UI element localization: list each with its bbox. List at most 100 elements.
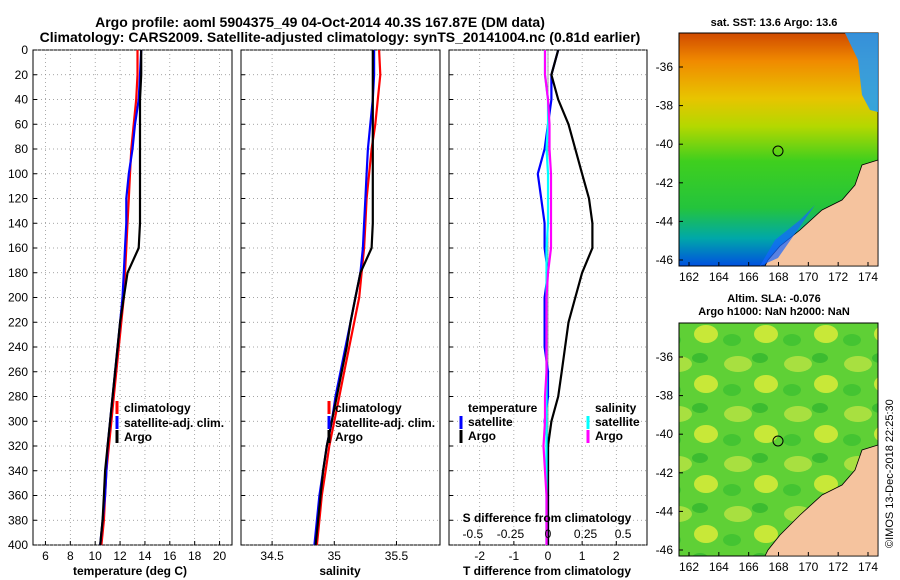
salinity-legend: climatology satellite-adj. clim. Argo <box>327 401 435 444</box>
map-lat-label: -42 <box>656 176 674 190</box>
title-line-1: Argo profile: aoml 5904375_49 04-Oct-201… <box>95 14 545 30</box>
temperature-plot-frame <box>32 49 233 546</box>
map-lat-label: -38 <box>656 389 674 403</box>
sst-land-south-island <box>764 159 879 267</box>
legend-t-satellite: satellite <box>468 415 513 429</box>
map-lat-label: -36 <box>656 350 674 364</box>
map-lon-label: 168 <box>768 560 788 574</box>
legend-temperature-title: temperature <box>468 401 538 415</box>
depth-tick-label: 60 <box>15 117 29 131</box>
t-difference-axis-label: T difference from climatology <box>463 564 631 578</box>
salinity-x-ticks: 34.5 35 35.5 <box>260 549 408 563</box>
sla-float-position-marker <box>772 435 784 447</box>
legend-climatology: climatology <box>124 401 191 415</box>
legend-argo: Argo <box>124 430 152 444</box>
sst-map: sat. SST: 13.6 Argo: 13.6 -36 -38 -40 -42 -4… <box>656 17 879 284</box>
x-tick-label: -1 <box>509 549 520 563</box>
map-lat-label: -36 <box>656 60 674 74</box>
sla-lat-ticks: -36 -38 -40 -42 -44 -46 <box>656 350 683 557</box>
map-lon-label: 166 <box>739 270 759 284</box>
x-tick-label: 35.5 <box>385 549 409 563</box>
x-tick-label: 2 <box>613 549 620 563</box>
temperature-axis-label: temperature (deg C) <box>73 564 187 578</box>
x-tick-label: 6 <box>42 549 49 563</box>
sst-cold-water <box>760 205 815 266</box>
sla-map-title-2: Argo h1000: NaN h2000: NaN <box>698 306 850 318</box>
map-lat-label: -40 <box>656 427 674 441</box>
temperature-x-ticks: 6 8 10 12 14 16 18 20 <box>42 549 226 563</box>
temperature-panel: 6 8 10 12 14 16 18 20 temperature (deg C) clima… <box>32 49 233 578</box>
s-tick-label: 0.25 <box>574 527 598 541</box>
depth-tick-label: 220 <box>8 315 28 329</box>
sla-map-title-1: Altim. SLA: -0.076 <box>727 293 821 305</box>
map-lon-label: 174 <box>858 560 878 574</box>
x-tick-label: -2 <box>474 549 485 563</box>
sst-lon-ticks: 162 164 166 168 170 172 174 <box>679 262 878 284</box>
depth-tick-label: 400 <box>8 538 28 552</box>
legend-s-satellite: satellite <box>595 415 640 429</box>
x-tick-label: 10 <box>89 549 103 563</box>
map-lon-label: 162 <box>679 560 699 574</box>
credit-text: ©IMOS 13-Dec-2018 22:25:30 <box>884 399 896 548</box>
depth-tick-label: 340 <box>8 464 28 478</box>
map-lat-label: -44 <box>656 214 674 228</box>
map-lon-label: 162 <box>679 270 699 284</box>
depth-tick-label: 360 <box>8 489 28 503</box>
depth-tick-label: 240 <box>8 340 28 354</box>
x-tick-label: 12 <box>113 549 127 563</box>
s-difference-axis-label: S difference from climatology <box>463 511 632 525</box>
depth-tick-label: 160 <box>8 241 28 255</box>
series-line-argo <box>314 50 374 546</box>
map-lon-label: 168 <box>768 270 788 284</box>
legend-satellite-adj: satellite-adj. clim. <box>335 416 435 430</box>
legend-t-argo: Argo <box>468 429 496 443</box>
sst-float-position-marker <box>772 145 784 157</box>
depth-tick-label: 40 <box>15 93 29 107</box>
x-tick-label: 1 <box>579 549 586 563</box>
sst-map-title: sat. SST: 13.6 Argo: 13.6 <box>711 17 838 29</box>
map-lon-label: 172 <box>828 270 848 284</box>
depth-tick-label: 80 <box>15 142 29 156</box>
map-lon-label: 164 <box>709 270 729 284</box>
sla-lon-ticks: 162 164 166 168 170 172 174 <box>679 552 878 574</box>
sst-warm-water-east <box>845 33 878 112</box>
depth-tick-label: 280 <box>8 390 28 404</box>
x-tick-label: 18 <box>188 549 202 563</box>
x-tick-label: 8 <box>67 549 74 563</box>
map-lat-label: -40 <box>656 137 674 151</box>
depth-tick-label: 300 <box>8 414 28 428</box>
sst-lat-ticks: -36 -38 -40 -42 -44 -46 <box>656 60 683 267</box>
s-tick-label: -0.25 <box>497 527 525 541</box>
map-lon-label: 174 <box>858 270 878 284</box>
x-tick-label: 34.5 <box>260 549 284 563</box>
salinity-grid <box>241 49 440 546</box>
series-line-salinity-argo <box>542 50 553 545</box>
map-lon-label: 172 <box>828 560 848 574</box>
depth-tick-label: 200 <box>8 291 28 305</box>
legend-climatology: climatology <box>335 401 402 415</box>
salinity-axis-label: salinity <box>319 564 361 578</box>
temperature-legend: climatology satellite-adj. clim. Argo <box>115 401 224 444</box>
series-line-argo <box>99 50 143 546</box>
sla-land-south-island <box>764 444 879 557</box>
depth-tick-label: 0 <box>21 43 28 57</box>
depth-tick-label: 380 <box>8 513 28 527</box>
temperature-lines <box>99 49 143 546</box>
difference-panel: -2 -1 0 1 2 S difference from climatology -0… <box>448 49 648 578</box>
salinity-plot-frame <box>240 49 441 546</box>
s-difference-tick-labels: -0.5 -0.25 0 0.25 0.5 <box>463 527 632 541</box>
series-line-climatology <box>315 49 382 546</box>
map-lat-label: -38 <box>656 99 674 113</box>
s-tick-label: -0.5 <box>463 527 484 541</box>
depth-axis: 0 20 40 60 80 100 120 140 160 180 200 220 240 260 280 3… <box>8 43 28 552</box>
temperature-grid <box>33 49 232 546</box>
map-lon-label: 170 <box>798 560 818 574</box>
difference-lines <box>536 49 594 545</box>
s-tick-label: 0.5 <box>615 527 632 541</box>
legend-salinity-title: salinity <box>595 401 637 415</box>
sla-map: Altim. SLA: -0.076 Argo h1000: NaN h2000… <box>656 293 879 574</box>
depth-tick-label: 320 <box>8 439 28 453</box>
map-lat-label: -44 <box>656 504 674 518</box>
map-lat-label: -46 <box>656 253 674 267</box>
